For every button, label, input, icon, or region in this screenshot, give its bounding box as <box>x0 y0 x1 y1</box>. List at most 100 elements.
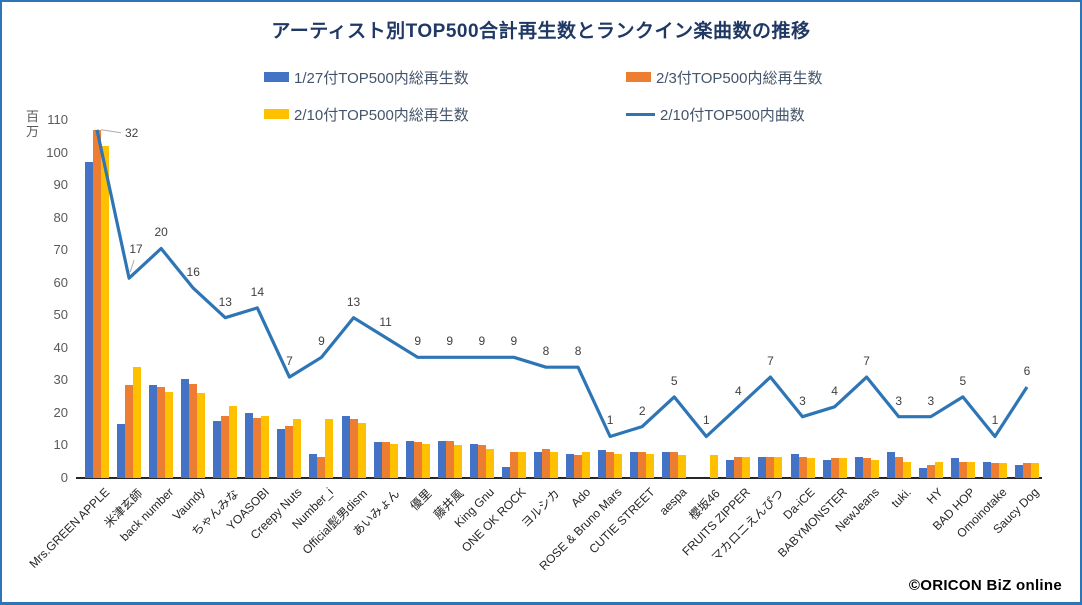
y-tick-label: 30 <box>53 372 68 388</box>
bar <box>822 460 831 478</box>
line-data-label: 32 <box>125 125 139 140</box>
bar <box>798 456 807 478</box>
legend-label-series4: 2/10付TOP500内曲数 <box>660 106 805 124</box>
y-tick-label: 10 <box>53 437 68 453</box>
bar <box>566 453 575 478</box>
bar <box>181 378 190 478</box>
bar <box>261 416 270 478</box>
y-tick-label: 40 <box>53 339 68 355</box>
bar <box>85 162 93 478</box>
bar <box>678 455 687 478</box>
legend-swatch-orange-bar <box>626 72 651 82</box>
bar <box>413 442 422 478</box>
bar <box>149 385 158 478</box>
line-data-label: 14 <box>250 284 265 299</box>
bar <box>541 448 550 478</box>
bar <box>582 451 591 478</box>
bar <box>509 451 518 478</box>
line-data-label: 1 <box>606 413 614 428</box>
bar <box>790 453 799 478</box>
legend-item-series1: 1/27付TOP500内総再生数 <box>264 68 469 87</box>
bar <box>381 442 390 478</box>
bar <box>918 468 927 478</box>
line-data-label: 2 <box>638 403 646 418</box>
line-data-label: 9 <box>414 334 422 349</box>
bar <box>758 456 767 478</box>
line-data-label: 3 <box>927 393 935 408</box>
bar <box>862 458 871 478</box>
bar <box>445 440 454 478</box>
bar <box>630 451 639 478</box>
legend-swatch-line <box>626 112 655 116</box>
songs-line <box>95 129 1029 439</box>
bar <box>966 461 975 478</box>
y-tick-label: 70 <box>53 242 68 258</box>
line-data-label: 7 <box>767 354 774 369</box>
line-data-label: 20 <box>154 225 168 240</box>
bar <box>317 456 326 478</box>
bar <box>325 419 334 478</box>
bar <box>93 129 101 478</box>
y-tick-label: 100 <box>46 144 68 160</box>
bar <box>293 419 302 478</box>
bar <box>934 461 943 478</box>
line-data-label: 9 <box>318 334 325 349</box>
bar <box>646 453 655 478</box>
line-data-label: 4 <box>831 383 838 398</box>
bar <box>245 412 254 478</box>
bar <box>886 451 895 478</box>
bar <box>453 445 462 478</box>
bar <box>165 391 174 478</box>
bar <box>990 463 999 478</box>
bar <box>197 393 206 478</box>
bar <box>710 455 719 478</box>
chart-title: アーティスト別TOP500合計再生数とランクイン楽曲数の推移 <box>271 21 811 42</box>
line-data-label: 8 <box>574 344 582 359</box>
bar <box>485 448 494 478</box>
bar <box>606 451 615 478</box>
line-data-label: 3 <box>895 393 903 408</box>
bar <box>1015 464 1023 478</box>
bar <box>958 461 967 478</box>
line-data-label: 7 <box>286 354 293 369</box>
bar <box>533 451 542 478</box>
bar <box>894 456 903 478</box>
label-leader-line <box>129 260 135 273</box>
bar <box>574 455 583 478</box>
legend-swatch-blue-bar <box>264 72 289 82</box>
line-data-label: 1 <box>702 413 710 428</box>
legend-swatch-yellow-bar <box>264 109 289 119</box>
legend-item-series3: 2/10付TOP500内総再生数 <box>264 105 469 124</box>
bar <box>229 406 238 478</box>
bar <box>870 460 879 478</box>
line-data-label: 9 <box>478 334 486 349</box>
bar <box>1023 463 1031 478</box>
bar <box>806 458 815 478</box>
bar <box>213 421 222 478</box>
bar <box>982 461 991 478</box>
bar <box>742 456 751 478</box>
bar <box>477 445 486 478</box>
line-data-label: 1 <box>991 413 999 428</box>
bar <box>614 453 623 478</box>
line-data-label: 8 <box>542 344 550 359</box>
bar <box>437 440 446 478</box>
bar <box>341 416 350 478</box>
line-data-label: 9 <box>510 334 518 349</box>
bar <box>662 451 671 478</box>
line-data-label: 11 <box>379 314 392 329</box>
bar <box>774 456 783 478</box>
bar <box>101 146 109 478</box>
bar <box>726 460 735 478</box>
bar <box>277 429 286 478</box>
bar <box>157 386 166 478</box>
line-data-label: 9 <box>446 334 454 349</box>
line-data-label: 16 <box>186 265 200 280</box>
bar <box>389 443 398 478</box>
y-tick-label: 110 <box>47 112 68 127</box>
bar <box>838 458 847 478</box>
y-tick-label: 50 <box>53 307 68 323</box>
bar <box>902 461 911 478</box>
y-axis-unit-label: 百 万 <box>26 109 40 139</box>
